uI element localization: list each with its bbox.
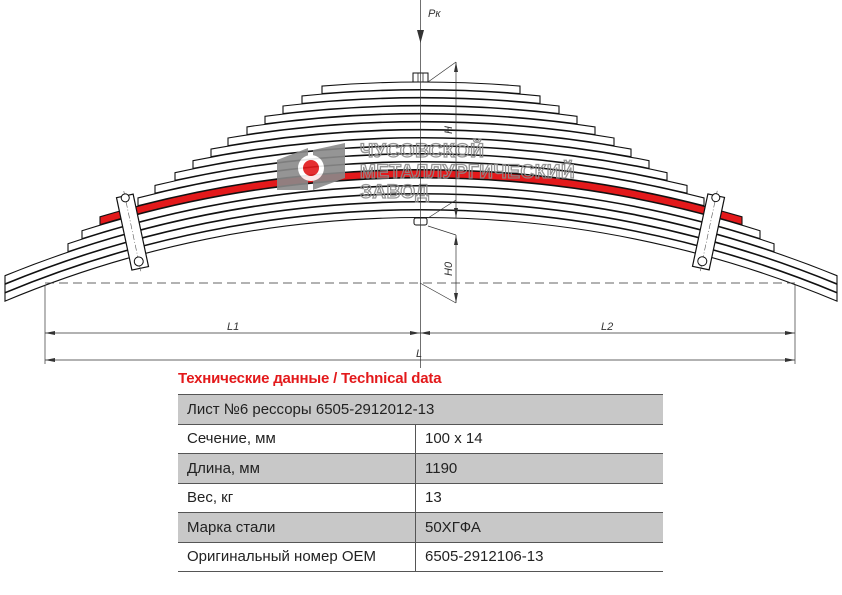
- row-label: Оригинальный номер OEM: [178, 542, 416, 572]
- logo-dot: [303, 160, 319, 176]
- spring-leaf: [264, 105, 578, 125]
- logo-shape-left: [277, 148, 308, 190]
- dimension-arrows: [45, 30, 795, 362]
- spring-leaf: [67, 185, 775, 253]
- table-header: Лист №6 рессоры 6505-2912012-13: [178, 394, 663, 425]
- table-title: Технические данные / Technical data: [178, 370, 442, 387]
- table-row: Оригинальный номер OEM 6505-2912106-13: [178, 542, 663, 572]
- row-label: Марка стали: [178, 512, 416, 543]
- table-row: Вес, кг 13: [178, 483, 663, 513]
- left-length-label: L1: [227, 321, 239, 333]
- row-label: Вес, кг: [178, 483, 416, 513]
- row-value: 13: [415, 483, 663, 513]
- logo-shape-right: [313, 143, 345, 190]
- right-clamp: [691, 190, 726, 272]
- spec-table: Лист №6 рессоры 6505-2912012-13 Сечение,…: [178, 394, 663, 572]
- table-row: Марка стали 50ХГФА: [178, 512, 663, 543]
- load-label: Pк: [428, 8, 441, 20]
- leaf-spring-drawing: ЧУСОВСКОЙ МЕТАЛЛУРГИЧЕСКИЙ ЗАВОД: [4, 0, 838, 368]
- spring-leaf: [282, 97, 560, 115]
- spring-leaf: [4, 201, 838, 294]
- row-label: Длина, мм: [178, 453, 416, 484]
- spring-leaf: [246, 113, 596, 136]
- watermark-logo: ЧУСОВСКОЙ МЕТАЛЛУРГИЧЕСКИЙ ЗАВОД: [277, 139, 575, 204]
- watermark-line-3: ЗАВОД: [360, 182, 429, 203]
- spring-leaf: [210, 129, 632, 158]
- left-clamp: [115, 190, 150, 272]
- spring-leaf: [4, 209, 838, 302]
- table-row: Длина, мм 1190: [178, 453, 663, 484]
- row-value: 6505-2912106-13: [415, 542, 663, 572]
- watermark-line-2: МЕТАЛЛУРГИЧЕСКИЙ: [360, 161, 575, 183]
- row-value: 100 x 14: [415, 424, 663, 454]
- total-length-label: L: [416, 348, 422, 360]
- watermark-line-1: ЧУСОВСКОЙ: [360, 140, 484, 162]
- row-value: 1190: [415, 453, 663, 484]
- row-value: 50ХГФА: [415, 512, 663, 543]
- row-label: Сечение, мм: [178, 424, 416, 454]
- height-label: H: [443, 126, 455, 134]
- right-length-label: L2: [601, 321, 613, 333]
- spring-leaf: [321, 81, 521, 95]
- spring-leaf: [4, 193, 838, 285]
- table-header-row: Лист №6 рессоры 6505-2912012-13: [178, 394, 663, 425]
- spring-leaf: [227, 121, 615, 147]
- free-height-label: H0: [443, 261, 455, 276]
- table-row: Сечение, мм 100 x 14: [178, 424, 663, 454]
